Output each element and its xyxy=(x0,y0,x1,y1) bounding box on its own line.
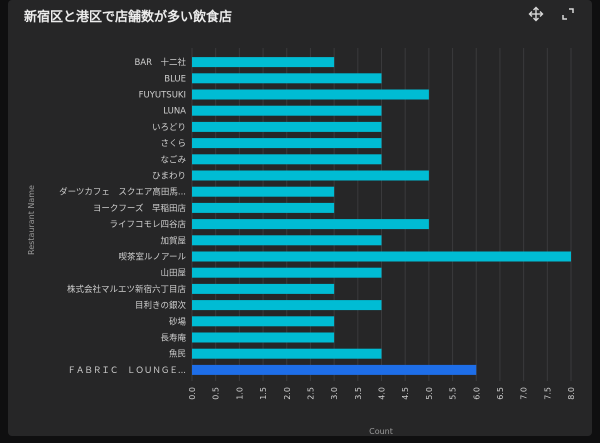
category-label: さくら xyxy=(160,139,186,149)
x-tick-label: 2.0 xyxy=(283,387,292,400)
bar[interactable] xyxy=(192,267,382,278)
x-tick-label: 4.5 xyxy=(401,387,410,400)
category-label: 喫茶室ルノアール xyxy=(119,252,187,263)
category-label: ライフコモレ四谷店 xyxy=(109,219,186,230)
category-label: ひまわり xyxy=(152,172,186,182)
category-label: 山田屋 xyxy=(160,268,186,279)
x-tick-label: 3.0 xyxy=(330,387,339,400)
category-label: LUNA xyxy=(163,107,186,117)
category-label: いろどり xyxy=(152,123,186,133)
x-tick-label: 7.0 xyxy=(520,387,529,400)
category-label: 砂場 xyxy=(169,316,187,327)
bar[interactable] xyxy=(192,219,429,230)
bar[interactable] xyxy=(192,105,382,116)
category-labels: BAR 十二社 BLUE FUYUTSUKI LUNA いろどりさくらなごみひまわりダー… xyxy=(59,57,186,376)
bar[interactable] xyxy=(192,364,477,375)
bar[interactable] xyxy=(192,186,335,197)
bar[interactable] xyxy=(192,170,429,181)
bar[interactable] xyxy=(192,348,382,359)
bar[interactable] xyxy=(192,235,382,246)
category-label: ＦＡＢＲＩＣ ＬＯＵＮＧＥ... xyxy=(67,366,186,376)
category-label: BAR 十二社 xyxy=(134,57,186,68)
bar[interactable] xyxy=(192,283,335,294)
bar[interactable] xyxy=(192,73,382,84)
category-label: ダーツカフェ スクエア高田馬... xyxy=(59,187,186,198)
x-tick-label: 1.0 xyxy=(235,387,244,400)
expand-icon-glyph xyxy=(562,8,574,20)
chart-title: 新宿区と港区で店舗数が多い飲食店 xyxy=(24,10,233,25)
category-label: 魚民 xyxy=(169,349,186,360)
category-label: なごみ xyxy=(160,154,186,165)
x-tick-label: 3.5 xyxy=(354,387,363,400)
category-label: FUYUTSUKI xyxy=(139,91,186,101)
expand-icon[interactable] xyxy=(560,6,576,22)
bar[interactable] xyxy=(192,332,335,343)
bar[interactable] xyxy=(192,57,335,68)
x-tick-label: 2.5 xyxy=(306,387,315,400)
category-label: 株式会社マルエツ新宿六丁目店 xyxy=(67,284,187,295)
move-icon[interactable] xyxy=(528,6,544,22)
category-label: 長寿庵 xyxy=(160,333,186,344)
bar[interactable] xyxy=(192,121,382,132)
bar[interactable] xyxy=(192,300,382,311)
category-label: ヨークフーズ 早稲田店 xyxy=(93,203,187,214)
x-tick-label: 5.5 xyxy=(449,387,458,400)
chart-card: 新宿区と港区で店舗数が多い飲食店 BAR 十二社 BLUE FUYUTSUKI LUN… xyxy=(8,0,592,436)
bars xyxy=(192,57,571,375)
x-tick-label: 6.5 xyxy=(496,387,505,400)
x-tick-label: 4.0 xyxy=(378,387,387,400)
x-axis-label: Count xyxy=(369,427,393,436)
category-label: 目利きの銀次 xyxy=(135,300,187,311)
bar[interactable] xyxy=(192,154,382,165)
bar[interactable] xyxy=(192,251,571,262)
bar[interactable] xyxy=(192,138,382,149)
y-axis-label: Restaurant Name xyxy=(27,185,36,255)
x-tick-label: 7.5 xyxy=(543,387,552,400)
x-tick-label: 1.5 xyxy=(259,387,268,400)
bar[interactable] xyxy=(192,316,335,327)
x-tick-label: 0.5 xyxy=(212,387,221,400)
move-icon-glyph xyxy=(528,6,544,22)
bar[interactable] xyxy=(192,89,429,100)
x-tick-labels: 0.0 0.5 1.0 1.5 2.0 2.5 3.0 3.5 4.0 4.5 5.0 5.5 6.0 6… xyxy=(188,387,576,400)
category-label: 加賀屋 xyxy=(160,235,186,246)
x-tick-label: 6.0 xyxy=(472,387,481,400)
bar[interactable] xyxy=(192,202,335,213)
x-tick-label: 5.0 xyxy=(425,387,434,400)
category-label: BLUE xyxy=(164,74,186,84)
bar-chart: BAR 十二社 BLUE FUYUTSUKI LUNA いろどりさくらなごみひまわりダー… xyxy=(27,48,576,436)
x-tick-label: 8.0 xyxy=(567,387,576,400)
x-tick-label: 0.0 xyxy=(188,387,197,400)
